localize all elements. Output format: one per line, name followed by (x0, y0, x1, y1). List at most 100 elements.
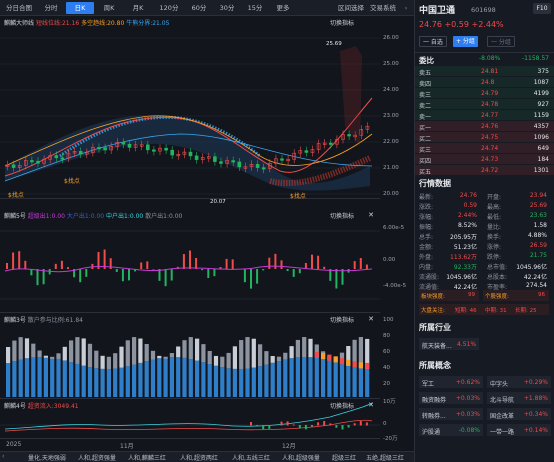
field-value: 42.24亿 (523, 274, 547, 281)
concept-chip[interactable]: 融资融券 +0.03% (419, 392, 483, 404)
bar (158, 269, 161, 281)
bid-level[interactable]: 买三 24.74 649 (415, 143, 554, 154)
concept-chip[interactable]: 转融券... +0.03% (419, 408, 483, 420)
candle-body (127, 143, 132, 148)
switch-indicator-button[interactable]: 切换指标 (329, 213, 354, 220)
candle-body (103, 147, 107, 151)
switch-indicator-button[interactable]: 切换指标 (329, 20, 354, 27)
concept-chip[interactable]: 军工 +0.62% (419, 376, 483, 388)
tabs-scroll-left-icon[interactable]: ‹ (2, 453, 5, 460)
bar (207, 269, 210, 279)
other-bar (176, 346, 181, 358)
collapse-icon[interactable]: › (404, 4, 408, 12)
ask-level[interactable]: 卖五 24.81 375 (415, 66, 554, 77)
strategy-tab[interactable]: 人和,超资两红 (180, 455, 218, 462)
candle-body (146, 144, 150, 151)
strategy-tab[interactable]: 五绝,超级三红 (366, 455, 404, 462)
candle-body (182, 151, 187, 155)
level-price: 24.78 (481, 101, 499, 108)
switch-indicator-button[interactable]: 切换指标 (329, 317, 354, 324)
retail-bar (12, 361, 17, 397)
other-bar (150, 350, 156, 360)
tab-60min[interactable]: 60分 (191, 4, 207, 12)
panel3-bars (6, 337, 370, 397)
level-price: 24.81 (481, 68, 499, 75)
concept-chip[interactable]: 中字头 +0.29% (487, 376, 551, 388)
strategy-tab[interactable]: 人和,麒麟三红 (128, 455, 166, 462)
add-group-button[interactable]: + 分组 (453, 36, 478, 47)
close-icon[interactable]: ✕ (368, 211, 374, 219)
strategy-tab[interactable]: 人和,超级强量 (282, 455, 320, 462)
close-icon[interactable]: ✕ (368, 401, 374, 409)
concept-chip[interactable]: 国企改革 +0.34% (487, 408, 551, 420)
switch-indicator-button[interactable]: 切换指标 (329, 403, 354, 410)
field-label: 最高: (487, 204, 502, 211)
strategy-tab[interactable]: 量化,天地强弱 (28, 455, 66, 462)
divider (415, 52, 554, 53)
bar (353, 261, 356, 269)
concept-chip[interactable]: 北斗导航 +1.88% (487, 392, 551, 404)
order-book: 卖五 24.81 375 卖四 24.8 1087 卖三 24.79 4199 卖二 24.78 92… (415, 66, 554, 176)
range-select-button[interactable]: 区间选择 (338, 4, 364, 12)
tab-15min[interactable]: 15分 (247, 4, 263, 12)
retail-bar (138, 362, 143, 397)
tab-weekly-k[interactable]: 周K (103, 4, 115, 12)
retail-bar (195, 360, 200, 397)
highlight-bar (321, 353, 326, 360)
bar (146, 261, 149, 269)
tab-monthly-k[interactable]: 月K (132, 4, 144, 12)
bar (304, 262, 307, 269)
bid-level[interactable]: 买四 24.73 184 (415, 154, 554, 165)
stock-code: 601698 (471, 6, 496, 14)
other-bar (264, 351, 269, 365)
f10-button[interactable]: F10 (533, 3, 551, 14)
strategy-tab[interactable]: 人和,超资强量 (78, 455, 116, 462)
panel5-super: 超级出1:0.00 (27, 213, 65, 220)
axis-tick: 0.00 (383, 257, 396, 263)
panel5-bars (6, 249, 368, 289)
price-axis: 26.00 25.00 24.00 23.00 22.00 21.00 20.0… (380, 16, 414, 199)
kline-chart[interactable] (0, 16, 380, 199)
field-label: 市盈率: (487, 284, 508, 291)
add-watchlist-button[interactable]: 一 自选 (419, 36, 447, 47)
retail-bar (182, 357, 187, 397)
tab-120min[interactable]: 120分 (159, 4, 179, 12)
close-icon[interactable]: ✕ (368, 315, 374, 323)
concept-pct: +0.62% (455, 379, 480, 386)
bid-level[interactable]: 买二 24.75 1096 (415, 132, 554, 143)
remove-group-button[interactable]: 一 分组 (487, 36, 515, 47)
tab-daily-k[interactable]: 日K (66, 2, 94, 14)
bid-level[interactable]: 买五 24.72 1301 (415, 165, 554, 176)
bar (268, 257, 271, 269)
other-bar (346, 345, 351, 366)
bar (213, 269, 216, 277)
retail-bar (163, 357, 168, 397)
industry-chip[interactable]: 航天装备... 4.51% (419, 338, 479, 350)
bar (341, 425, 344, 430)
tab-30min[interactable]: 30分 (219, 4, 235, 12)
concept-chip[interactable]: 沪股通 -0.08% (419, 424, 483, 436)
other-bar (87, 343, 93, 368)
tab-more[interactable]: 更多 (276, 4, 290, 12)
bid-level[interactable]: 买一 24.76 4357 (415, 121, 554, 132)
candle-body (249, 163, 254, 168)
field-value: 1045.96亿 (516, 264, 547, 271)
time-tick: 12月 (282, 443, 296, 450)
panel5-axis: 6.00e-5 0.00 -4.00e-5 (380, 209, 414, 313)
ask-level[interactable]: 卖二 24.78 927 (415, 99, 554, 110)
field-value: 42.24亿 (453, 284, 477, 291)
other-bar (188, 337, 193, 360)
strategy-tab[interactable]: 超级三红 (332, 455, 357, 462)
other-bar (239, 340, 244, 369)
concept-chip[interactable]: 一带一路 +0.14% (487, 424, 551, 436)
tab-intraday[interactable]: 分时 (44, 4, 58, 12)
ask-level[interactable]: 卖四 24.8 1087 (415, 77, 554, 88)
ask-level[interactable]: 卖一 24.77 1159 (415, 110, 554, 121)
tab-split-day[interactable]: 分日合图 (6, 4, 32, 12)
strategy-tab[interactable]: 人和,五线三红 (232, 455, 270, 462)
trade-system-button[interactable]: 交易系统 (370, 4, 396, 12)
ask-level[interactable]: 卖三 24.79 4199 (415, 88, 554, 99)
retail-bar (50, 357, 55, 397)
field-value: 25.69 (529, 202, 547, 209)
level-volume: 927 (537, 101, 549, 108)
